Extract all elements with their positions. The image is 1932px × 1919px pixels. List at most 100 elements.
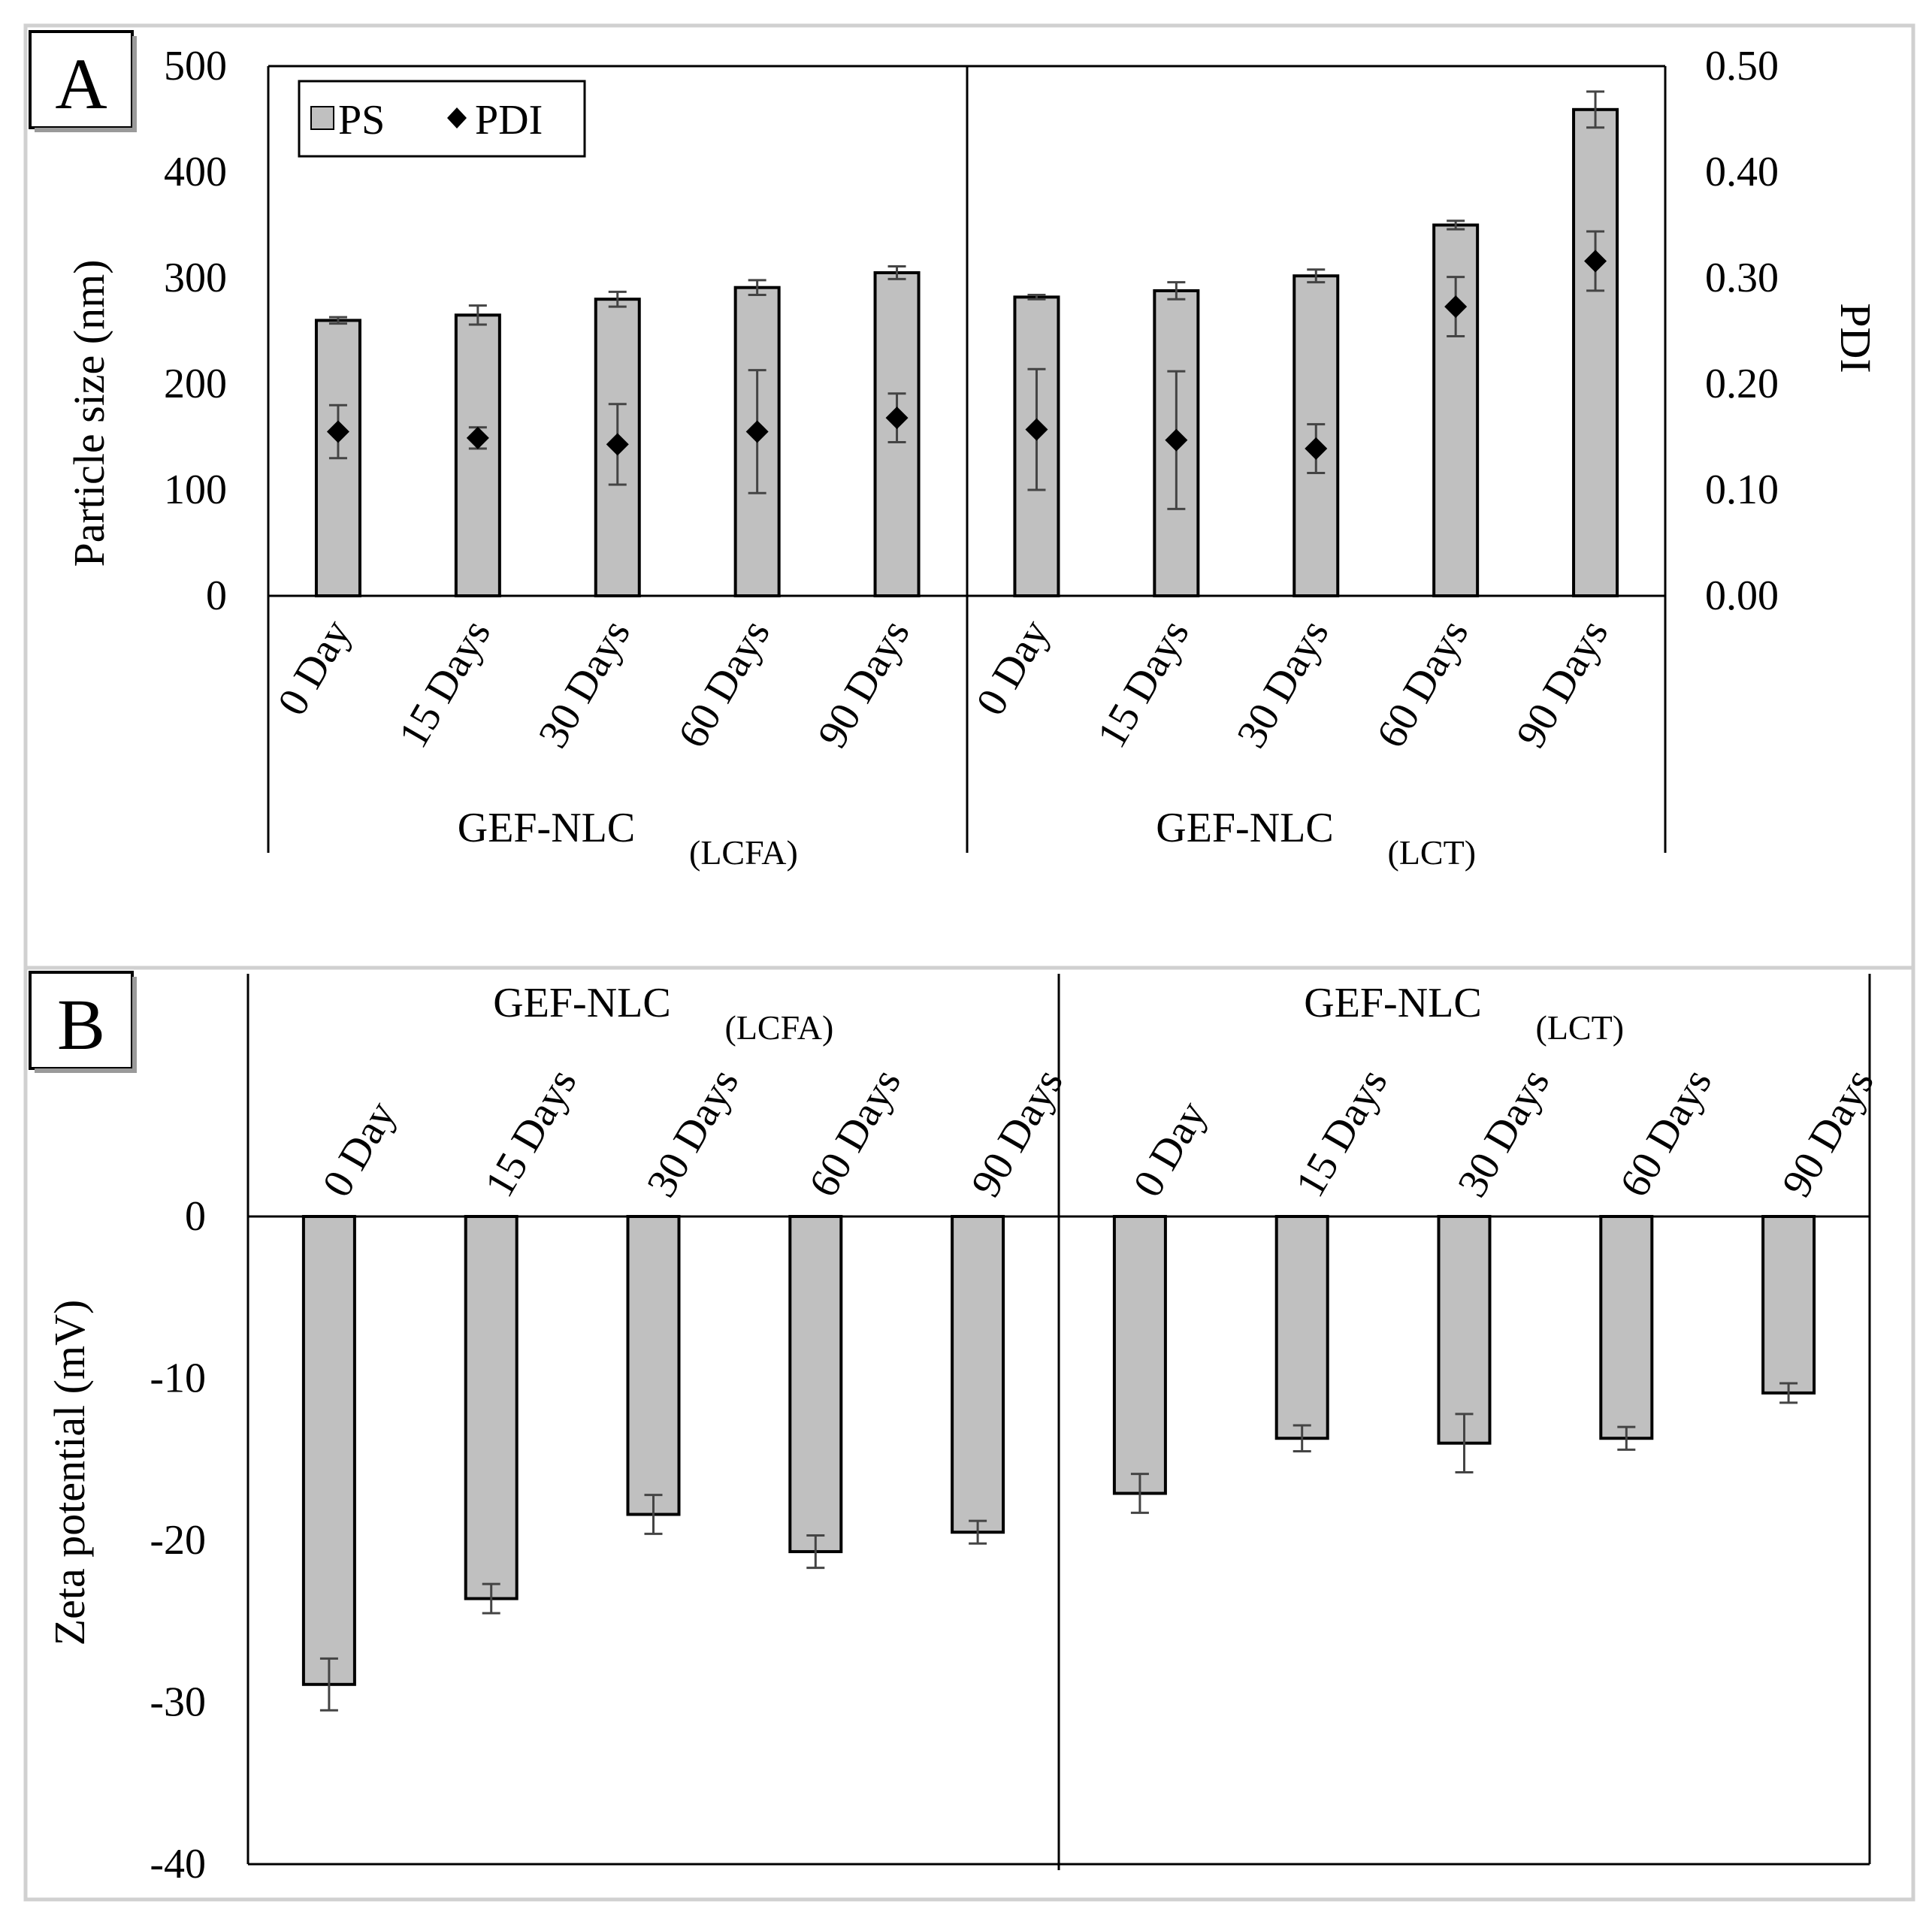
x-category-label: 30 Days [1228,612,1338,756]
group-subscript: (LCT) [1536,1008,1625,1047]
legend: PS PDI [298,80,586,158]
zeta-error-bar [969,1519,987,1545]
y2-tick-label: 0.40 [1705,149,1779,195]
x-category-label: 60 Days [670,612,779,756]
zeta-error-bar [1293,1424,1311,1452]
group-label: GEF-NLC (LCFA) [458,805,798,872]
panel-a-y2-axis-title: PDI [1831,303,1880,373]
zeta-error-bar [806,1534,825,1570]
x-category-label: 60 Days [1368,612,1477,756]
group-subscript: (LCFA) [689,833,798,872]
y2-tick-label: 0.10 [1705,467,1779,513]
zeta-error-bar [1779,1382,1798,1404]
y2-tick-label: 0.20 [1705,361,1779,407]
zeta-bar [788,1215,843,1554]
pdi-marker [326,420,349,443]
zeta-bar [1599,1215,1654,1440]
pdi-marker [1444,295,1468,319]
panel-a-letter: A [55,44,107,124]
ps-error-bar [328,316,347,325]
x-category-label: 30 Days [1449,1061,1559,1204]
panel-b-border [23,966,1915,1902]
group-subscript: (LCFA) [725,1008,834,1047]
pdi-marker [466,426,489,449]
x-category-label: 60 Days [1611,1061,1721,1204]
x-category-label: 15 Days [390,612,500,756]
panel-a-category-labels: 0 Day 15 Days 30 Days 60 Days 90 Days 0 Day 15… [269,612,1617,756]
ps-error-bar [1167,281,1186,301]
y-tick-label: -40 [150,1841,206,1887]
pdi-marker [1165,428,1188,452]
panel-a-label: A [29,30,137,132]
pdi-marker [745,420,769,443]
x-category-label: 90 Days [809,612,919,756]
y2-tick-label: 0.50 [1705,43,1779,89]
panel-a-ticks: 0 100 200 300 400 500 0.00 0.10 0.20 0.30 0.40 0.50 [164,43,1779,619]
zeta-bar [1761,1215,1816,1395]
y-tick-label: 0 [185,1193,206,1240]
zeta-bar [951,1215,1005,1534]
x-category-label: 15 Days [1088,612,1198,756]
y-tick-label: 200 [164,361,227,407]
legend-ps-label: PS [338,97,385,144]
legend-pdi-marker [447,107,467,128]
x-category-label: 90 Days [963,1061,1072,1204]
y-tick-label: 300 [164,255,227,301]
ps-error-bar [1586,90,1605,129]
ps-error-bar [1447,219,1465,231]
pdi-marker [1025,418,1048,441]
y-tick-label: 400 [164,149,227,195]
x-category-label: 90 Days [1773,1061,1883,1204]
panel-b-group-labels: GEF-NLC (LCFA) GEF-NLC (LCT) [493,980,1624,1047]
zeta-error-bar [1130,1473,1149,1514]
pdi-marker [1305,437,1328,461]
zeta-bar [626,1215,681,1516]
zeta-bar [1274,1215,1329,1440]
group-name: GEF-NLC [1156,805,1333,851]
ps-error-bar [1307,268,1326,284]
y-tick-label: -30 [150,1679,206,1726]
panel-a-group-labels: GEF-NLC (LCFA) GEF-NLC (LCT) [458,805,1476,872]
panel-a-y-axis-title: Particle size (nm) [65,259,113,567]
y-tick-label: -10 [150,1355,206,1402]
group-label: GEF-NLC (LCFA) [493,980,833,1047]
ps-bar [454,313,501,597]
legend-box [298,80,586,158]
panel-a-chart: A 0 100 200 300 400 500 0.00 0.10 0.20 0.30 0.40 0.… [29,30,1880,872]
pdi-marker [885,406,909,430]
y2-tick-label: 0.30 [1705,255,1779,301]
x-category-label: 0 Day [313,1093,404,1204]
x-category-label: 30 Days [638,1061,748,1204]
x-category-label: 0 Day [1124,1093,1215,1204]
ps-error-bar [1027,294,1046,301]
group-label: GEF-NLC (LCT) [1156,805,1476,872]
ps-bar [873,270,921,597]
legend-ps-swatch [310,106,334,130]
ps-error-bar [748,279,766,297]
x-category-label: 0 Day [967,612,1058,724]
panel-b-chart: B 0 -10 -20 -30 -40 0 Day 15 Days 30 Days 60 Da… [29,971,1883,1887]
panel-b-label: B [29,971,137,1073]
panel-b-bars [301,1215,1816,1712]
panel-a-border [23,23,1915,970]
panel-b-category-labels: 0 Day 15 Days 30 Days 60 Days 90 Days 0 Day 15… [313,1061,1882,1204]
zeta-bar [1437,1215,1492,1445]
panel-b-letter: B [57,984,105,1065]
x-category-label: 15 Days [1286,1061,1396,1204]
group-name: GEF-NLC [458,805,635,851]
panel-b-frame [246,974,1871,1870]
y-tick-label: 100 [164,467,227,513]
y2-tick-label: 0.00 [1705,573,1779,619]
panel-b-ticks: 0 -10 -20 -30 -40 [150,1193,206,1887]
zeta-error-bar [1455,1413,1474,1473]
panel-a-markers [326,230,1607,510]
zeta-bar [1112,1215,1167,1495]
pdi-marker [606,433,629,456]
group-name: GEF-NLC [493,980,670,1026]
group-label: GEF-NLC (LCT) [1304,980,1624,1047]
zeta-bar [464,1215,519,1600]
y-tick-label: 500 [164,43,227,89]
zeta-bar [301,1215,356,1686]
ps-bar [1572,107,1619,597]
y-tick-label: 0 [206,573,227,619]
